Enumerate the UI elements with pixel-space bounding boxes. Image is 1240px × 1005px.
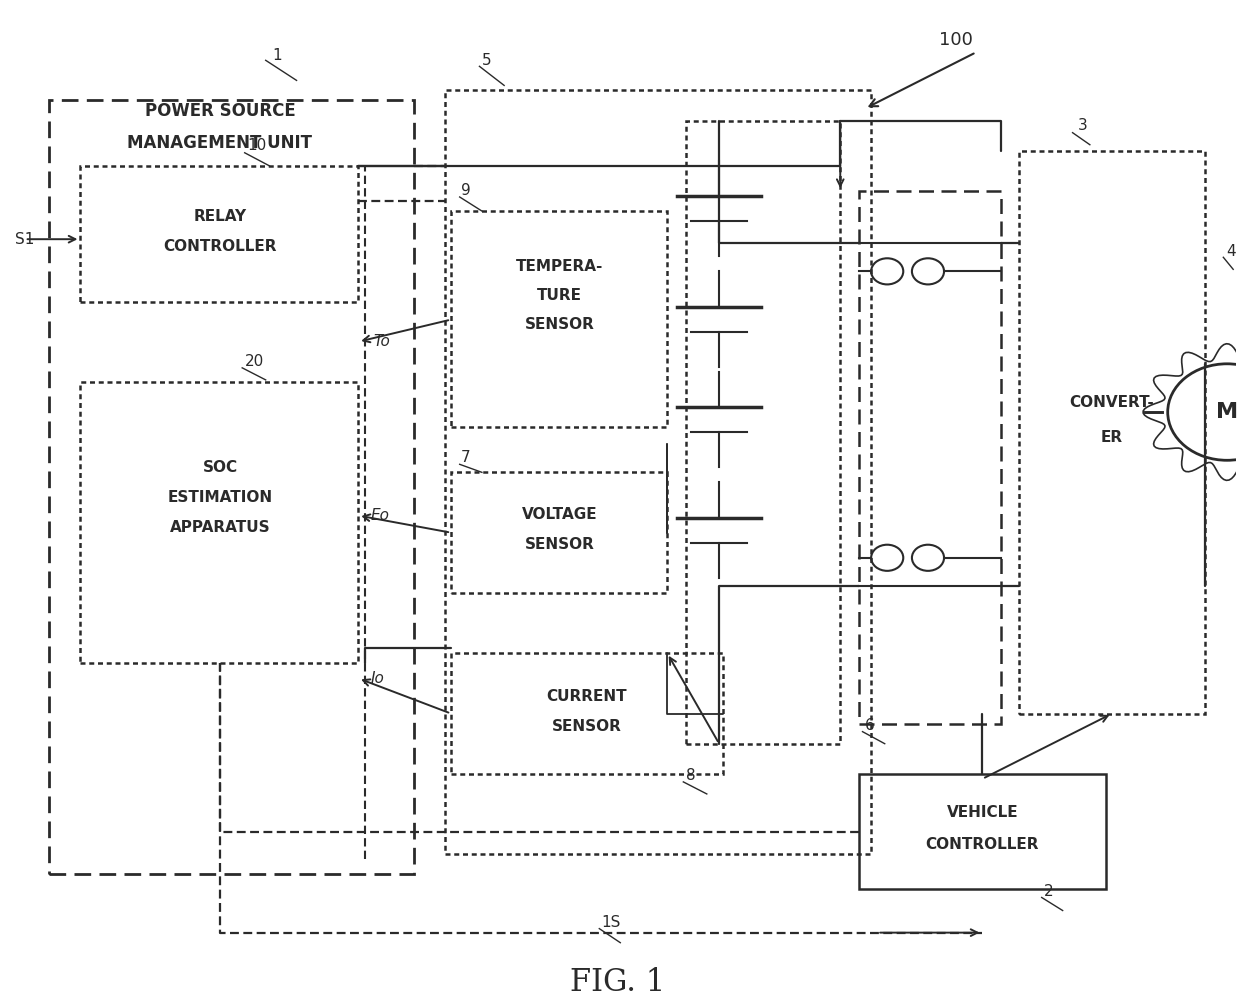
Bar (445, 90, 872, 854)
Bar (859, 191, 1001, 724)
Text: CONTROLLER: CONTROLLER (925, 837, 1039, 851)
Text: CONTROLLER: CONTROLLER (164, 239, 277, 253)
Bar (81, 382, 358, 663)
Text: MANAGEMENT UNIT: MANAGEMENT UNIT (128, 134, 312, 152)
Text: 5: 5 (482, 53, 491, 67)
Text: 1S: 1S (601, 916, 621, 930)
Text: TURE: TURE (537, 288, 583, 303)
Bar (451, 211, 667, 427)
Text: S1: S1 (15, 232, 35, 246)
Text: M: M (1216, 402, 1238, 422)
Text: 3: 3 (1078, 119, 1087, 133)
Text: FIG. 1: FIG. 1 (570, 968, 666, 998)
Text: SENSOR: SENSOR (525, 318, 595, 332)
Text: CURRENT: CURRENT (547, 689, 627, 704)
Text: APPARATUS: APPARATUS (170, 521, 270, 535)
Text: ESTIMATION: ESTIMATION (167, 490, 273, 505)
Text: 10: 10 (247, 139, 267, 153)
Bar (451, 472, 667, 593)
Text: POWER SOURCE: POWER SOURCE (145, 102, 295, 120)
Text: CONVERT-: CONVERT- (1070, 395, 1154, 409)
Text: 8: 8 (686, 769, 696, 783)
Text: 1: 1 (272, 48, 281, 62)
Text: 20: 20 (244, 355, 264, 369)
Bar (451, 653, 723, 774)
Text: 6: 6 (866, 719, 874, 733)
Bar (686, 121, 841, 744)
Text: To: To (373, 335, 391, 349)
Text: 7: 7 (461, 450, 470, 464)
Text: 9: 9 (461, 184, 471, 198)
Text: 4: 4 (1226, 244, 1235, 258)
Text: 100: 100 (939, 31, 973, 49)
Bar (50, 100, 414, 874)
Text: VOLTAGE: VOLTAGE (522, 508, 598, 522)
Text: TEMPERA-: TEMPERA- (516, 259, 604, 273)
Text: SENSOR: SENSOR (552, 720, 622, 734)
Text: VEHICLE: VEHICLE (946, 805, 1018, 819)
Text: Io: Io (371, 671, 384, 685)
Text: RELAY: RELAY (193, 209, 247, 223)
Text: SOC: SOC (202, 460, 238, 474)
Bar (859, 774, 1106, 889)
Text: SENSOR: SENSOR (525, 538, 595, 552)
Text: 2: 2 (1044, 884, 1054, 898)
Bar (81, 166, 358, 302)
Bar (1019, 151, 1205, 714)
Text: ER: ER (1101, 430, 1123, 444)
Text: Eo: Eo (371, 509, 389, 523)
